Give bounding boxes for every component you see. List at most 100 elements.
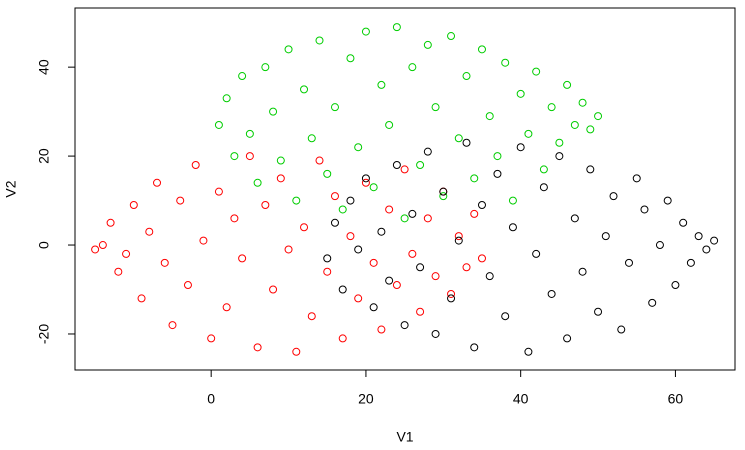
point (617, 325, 626, 334)
point (431, 103, 440, 112)
point (330, 192, 339, 201)
point (361, 174, 370, 183)
x-tick-label: 0 (207, 391, 215, 407)
point (245, 129, 254, 138)
point (539, 165, 548, 174)
point (679, 218, 688, 227)
point (153, 178, 162, 187)
y-tick-label: -20 (36, 324, 52, 344)
y-tick-label: 40 (36, 59, 52, 75)
point (648, 298, 657, 307)
point (416, 307, 425, 316)
point (423, 147, 432, 156)
point (214, 187, 223, 196)
point (632, 174, 641, 183)
point (137, 294, 146, 303)
point (516, 143, 525, 152)
point (501, 312, 510, 321)
point (385, 205, 394, 214)
point (400, 321, 409, 330)
point (346, 232, 355, 241)
point (238, 72, 247, 81)
point (431, 272, 440, 281)
point (563, 80, 572, 89)
point (477, 201, 486, 210)
point (183, 281, 192, 290)
point (369, 303, 378, 312)
point (176, 196, 185, 205)
point (284, 45, 293, 54)
point (323, 267, 332, 276)
point (145, 227, 154, 236)
point (655, 241, 664, 250)
point (307, 312, 316, 321)
point (470, 209, 479, 218)
point (454, 232, 463, 241)
point (555, 152, 564, 161)
point (377, 227, 386, 236)
point (269, 285, 278, 294)
point (253, 178, 262, 187)
point (524, 347, 533, 356)
point (315, 156, 324, 165)
point (485, 112, 494, 121)
point (276, 156, 285, 165)
point (624, 258, 633, 267)
point (408, 249, 417, 258)
point (230, 214, 239, 223)
point (300, 223, 309, 232)
point (284, 245, 293, 254)
point (408, 63, 417, 72)
point (207, 334, 216, 343)
point (462, 263, 471, 272)
point (315, 36, 324, 45)
point (91, 245, 100, 254)
point (129, 201, 138, 210)
point (501, 58, 510, 67)
point (439, 192, 448, 201)
point (431, 329, 440, 338)
point (269, 107, 278, 116)
point (586, 165, 595, 174)
point (377, 325, 386, 334)
x-axis-label: V1 (396, 429, 413, 445)
point (447, 289, 456, 298)
point (470, 174, 479, 183)
point (447, 32, 456, 41)
point (532, 249, 541, 258)
point (416, 160, 425, 169)
point (346, 54, 355, 63)
point (508, 223, 517, 232)
point (416, 263, 425, 272)
point (640, 205, 649, 214)
point (168, 321, 177, 330)
point (385, 276, 394, 285)
point (292, 347, 301, 356)
point (578, 267, 587, 276)
point (338, 285, 347, 294)
point (516, 89, 525, 98)
point (547, 103, 556, 112)
y-tick-label: 0 (36, 241, 52, 249)
point (710, 236, 719, 245)
point (400, 214, 409, 223)
point (191, 160, 200, 169)
x-tick-label: 60 (668, 391, 684, 407)
point (276, 174, 285, 183)
point (330, 103, 339, 112)
point (122, 249, 131, 258)
point (261, 63, 270, 72)
point (300, 85, 309, 94)
point (609, 192, 618, 201)
x-tick-label: 40 (513, 391, 529, 407)
plot-frame (74, 7, 736, 371)
point (377, 80, 386, 89)
point (485, 272, 494, 281)
point (354, 143, 363, 152)
point (563, 334, 572, 343)
point (408, 209, 417, 218)
point (547, 289, 556, 298)
point (338, 205, 347, 214)
point (238, 254, 247, 263)
point (222, 303, 231, 312)
